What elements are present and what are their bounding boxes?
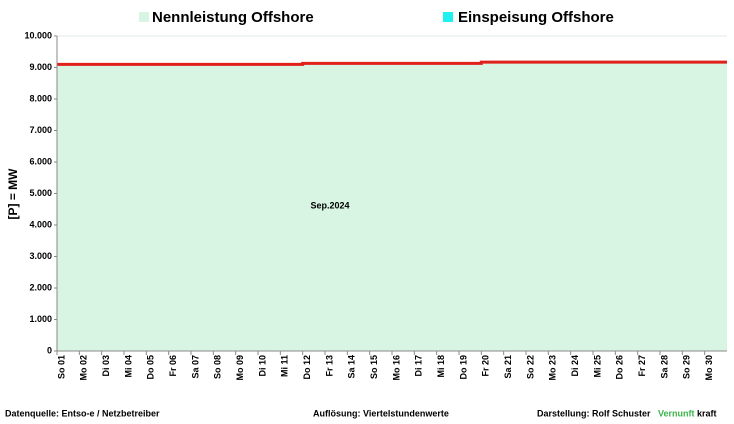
footer-brand: kraft (697, 408, 717, 418)
legend-swatch (443, 12, 453, 22)
x-tick-label: So 08 (213, 355, 223, 379)
y-axis-label: [P] = MW (6, 168, 20, 220)
footer-source: Datenquelle: Entso-e / Netzbetreiber (5, 408, 160, 418)
y-tick-label: 6.000 (29, 156, 52, 166)
x-tick-label: Sa 14 (347, 355, 357, 379)
capacity-line (57, 60, 727, 66)
plot (57, 35, 727, 352)
y-tick-label: 3.000 (29, 251, 52, 261)
x-tick-label: Sa 28 (659, 355, 669, 379)
x-tick-label: Di 10 (257, 355, 267, 377)
x-tick-label: Mo 09 (235, 355, 245, 381)
x-tick-label: Do 12 (302, 355, 312, 380)
x-tick-label: Mi 11 (280, 355, 290, 377)
y-tick-label: 2.000 (29, 282, 52, 292)
x-tick-label: Sa 21 (503, 355, 513, 379)
x-tick-label: Do 26 (615, 355, 625, 380)
y-tick-label: 4.000 (29, 219, 52, 229)
footer-resolution: Auflösung: Viertelstundenwerte (313, 408, 449, 418)
x-tick-label: Mi 25 (592, 355, 602, 378)
x-tick-label: Di 17 (414, 355, 424, 377)
y-tick-label: 1.000 (29, 314, 52, 324)
y-tick-label: 7.000 (29, 125, 52, 135)
x-tick-label: Di 24 (570, 355, 580, 377)
area (57, 62, 727, 351)
x-tick-label: So 01 (56, 355, 66, 379)
x-tick-label: Mi 04 (123, 355, 133, 378)
x-tick-label: Mo 16 (391, 355, 401, 381)
x-tick-label: Mo 23 (548, 355, 558, 381)
x-axis-label: Sep.2024 (310, 200, 349, 210)
y-tick-label: 8.000 (29, 93, 52, 103)
legend-swatch (139, 12, 149, 22)
y-tick-label: 9.000 (29, 62, 52, 72)
y-tick-label: 10.000 (24, 30, 52, 40)
x-tick-label: Fr 06 (168, 355, 178, 377)
legend-label: Nennleistung Offshore (152, 9, 314, 26)
footer-brand: Vernunft (658, 408, 695, 418)
legend-label: Einspeisung Offshore (458, 9, 614, 26)
x-tick-label: So 29 (682, 355, 692, 379)
x-tick-label: Fr 13 (324, 355, 334, 377)
x-tick-label: Mo 30 (704, 355, 714, 381)
x-tick-label: Fr 20 (481, 355, 491, 377)
y-tick-label: 0 (47, 345, 52, 355)
x-tick-label: Di 03 (101, 355, 111, 377)
y-tick-label: 5.000 (29, 188, 52, 198)
x-tick-label: Fr 27 (637, 355, 647, 377)
footer-author: Darstellung: Rolf Schuster (537, 408, 651, 418)
x-tick-label: Sa 07 (190, 355, 200, 379)
x-tick-label: Mi 18 (436, 355, 446, 378)
x-tick-label: Do 19 (458, 355, 468, 380)
x-tick-label: Do 05 (146, 355, 156, 380)
x-tick-label: So 22 (525, 355, 535, 379)
x-tick-label: So 15 (369, 355, 379, 379)
x-tick-label: Mo 02 (79, 355, 89, 381)
